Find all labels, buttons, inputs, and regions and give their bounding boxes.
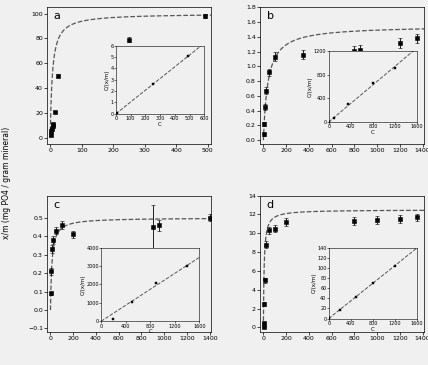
- Text: a: a: [54, 11, 60, 22]
- Text: x/m (mg PO4 / gram mineral): x/m (mg PO4 / gram mineral): [2, 126, 11, 239]
- Text: b: b: [267, 11, 273, 22]
- Text: d: d: [267, 200, 273, 210]
- Text: c: c: [54, 200, 60, 210]
